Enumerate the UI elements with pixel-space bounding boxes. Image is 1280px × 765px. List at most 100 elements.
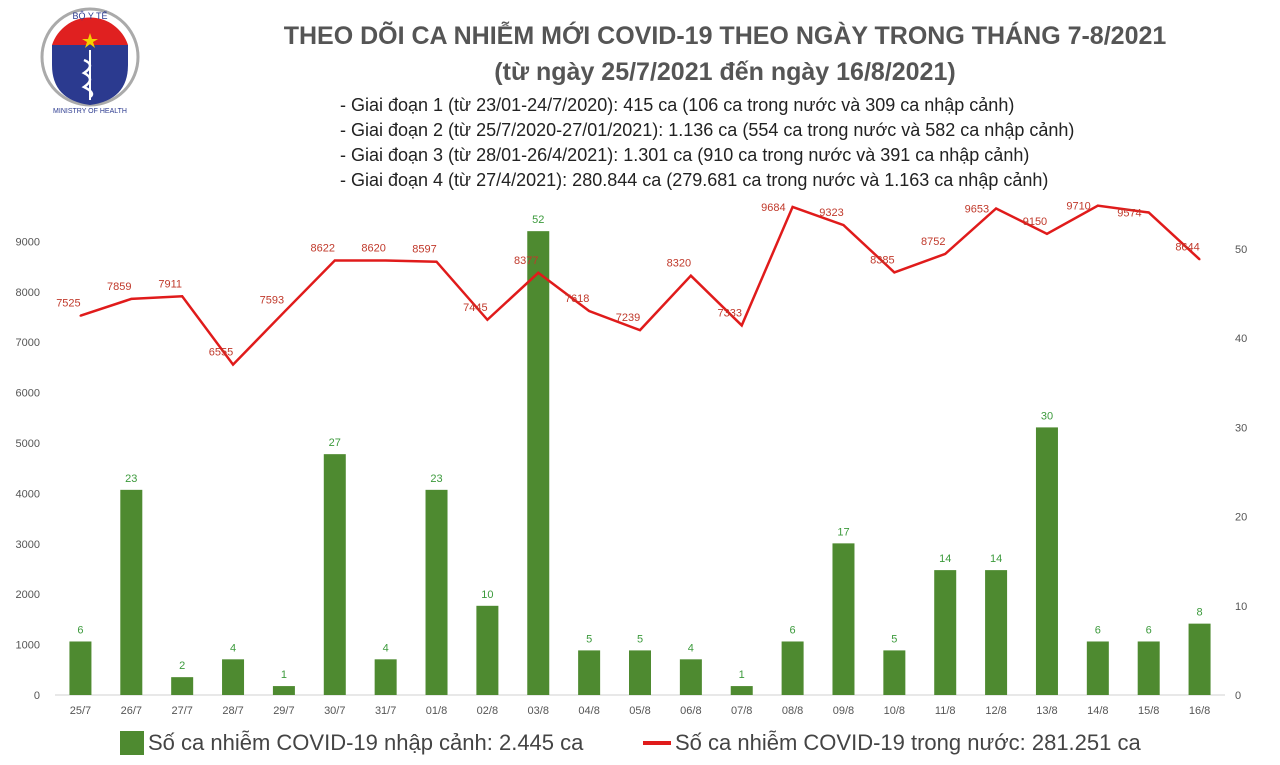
chart-subtitle: (từ ngày 25/7/2021 đến ngày 16/8/2021) — [494, 58, 956, 86]
line-data-label: 8644 — [1175, 241, 1199, 253]
line-data-label: 7618 — [565, 293, 589, 305]
left-axis-tick: 5000 — [16, 438, 40, 450]
x-axis-tick: 31/7 — [375, 705, 396, 717]
line-point — [588, 310, 591, 313]
bar-data-label: 5 — [891, 633, 897, 645]
left-axis-tick: 4000 — [16, 488, 40, 500]
line-data-label: 9323 — [819, 207, 843, 219]
right-axis-tick: 50 — [1235, 244, 1247, 256]
line-data-label: 9684 — [761, 202, 785, 214]
x-axis-tick: 13/8 — [1036, 705, 1057, 717]
x-axis-tick: 11/8 — [935, 705, 956, 717]
bar-data-label: 52 — [532, 214, 544, 226]
bar-data-label: 2 — [179, 660, 185, 672]
line-point — [435, 260, 438, 263]
x-axis-tick: 05/8 — [629, 705, 650, 717]
bar-data-label: 4 — [230, 642, 236, 654]
legend-swatch-bar — [120, 731, 144, 755]
svg-text:MINISTRY OF HEALTH: MINISTRY OF HEALTH — [53, 108, 127, 115]
bar-data-label: 4 — [688, 642, 694, 654]
bar-data-label: 23 — [430, 473, 442, 485]
x-axis-tick: 06/8 — [680, 705, 701, 717]
line-data-label: 8597 — [412, 244, 436, 256]
svg-text:BỘ Y TẾ: BỘ Y TẾ — [72, 11, 107, 21]
x-axis-tick: 29/7 — [273, 705, 294, 717]
line-data-label: 8752 — [921, 236, 945, 248]
phase-note: - Giai đoạn 4 (từ 27/4/2021): 280.844 ca… — [340, 170, 1049, 190]
x-axis-tick: 10/8 — [884, 705, 905, 717]
line-data-label: 8377 — [514, 255, 538, 267]
bar — [425, 489, 448, 695]
line-point — [130, 297, 133, 300]
line-data-label: 9653 — [965, 203, 989, 215]
bar — [934, 570, 957, 695]
bar-data-label: 6 — [1146, 624, 1152, 636]
x-axis-tick: 30/7 — [324, 705, 345, 717]
bar-data-label: 5 — [637, 633, 643, 645]
left-axis-tick: 9000 — [16, 236, 40, 248]
phase-notes: - Giai đoạn 1 (từ 23/01-24/7/2020): 415 … — [340, 93, 1074, 193]
phase-note: - Giai đoạn 2 (từ 25/7/2020-27/01/2021):… — [340, 120, 1075, 140]
left-axis-tick: 8000 — [16, 287, 40, 299]
bar-data-label: 30 — [1041, 410, 1053, 422]
line-data-label: 7239 — [616, 312, 640, 324]
line-point — [282, 311, 285, 314]
line-point — [791, 205, 794, 208]
bar — [1035, 427, 1058, 695]
bar — [730, 686, 753, 695]
legend-item-line: Số ca nhiễm COVID-19 trong nước: 281.251… — [643, 730, 1141, 756]
bar-data-label: 23 — [125, 473, 137, 485]
line-data-label: 8622 — [311, 242, 335, 254]
line-data-label: 9574 — [1117, 207, 1141, 219]
bar — [120, 489, 143, 695]
left-axis-tick: 6000 — [16, 388, 40, 400]
x-axis-tick: 02/8 — [477, 705, 498, 717]
bar — [679, 659, 702, 695]
line-data-label: 7333 — [717, 307, 741, 319]
bar-data-label: 1 — [281, 669, 287, 681]
x-axis-tick: 26/7 — [121, 705, 142, 717]
line-point — [1096, 204, 1099, 207]
legend-item-bar: Số ca nhiễm COVID-19 nhập cảnh: 2.445 ca — [120, 730, 583, 756]
x-axis-tick: 07/8 — [731, 705, 752, 717]
bar — [883, 650, 906, 695]
bar-data-label: 6 — [790, 624, 796, 636]
bar — [323, 454, 346, 695]
line-data-label: 7593 — [260, 294, 284, 306]
bar — [629, 650, 651, 695]
right-axis-tick: 10 — [1235, 601, 1247, 613]
bar — [985, 570, 1008, 695]
line-point — [1198, 258, 1201, 261]
x-axis-tick: 25/7 — [70, 705, 91, 717]
line-data-label: 7859 — [107, 281, 131, 293]
line-point — [232, 363, 235, 366]
line-point — [689, 274, 692, 277]
bar — [272, 686, 295, 695]
x-axis-tick: 14/8 — [1087, 705, 1108, 717]
bar — [1188, 623, 1211, 695]
x-axis-tick: 28/7 — [222, 705, 243, 717]
bar — [781, 641, 804, 695]
left-axis-tick: 2000 — [16, 589, 40, 601]
ministry-of-health-logo: BỘ Y TẾ MINISTRY OF HEALTH — [40, 5, 140, 120]
bar — [69, 641, 92, 695]
line-point — [1147, 211, 1150, 214]
legend-label: Số ca nhiễm COVID-19 trong nước: 281.251… — [675, 730, 1141, 755]
line-data-label: 7525 — [56, 298, 80, 310]
left-axis-tick: 7000 — [16, 337, 40, 349]
chart-title: THEO DÕI CA NHIỄM MỚI COVID-19 THEO NGÀY… — [283, 22, 1167, 50]
phase-note: - Giai đoạn 1 (từ 23/01-24/7/2020): 415 … — [340, 95, 1015, 115]
x-axis-tick: 01/8 — [426, 705, 447, 717]
bar — [171, 677, 194, 695]
line-data-label: 7911 — [158, 278, 182, 290]
line-data-label: 6555 — [209, 347, 233, 359]
line-point — [181, 295, 184, 298]
bar-data-label: 6 — [77, 624, 83, 636]
right-axis-tick: 20 — [1235, 512, 1247, 524]
bar-data-label: 27 — [329, 437, 341, 449]
line-point — [995, 207, 998, 210]
bar-data-label: 5 — [586, 633, 592, 645]
line-point — [842, 224, 845, 227]
line-point — [944, 252, 947, 255]
bar-data-label: 4 — [383, 642, 389, 654]
